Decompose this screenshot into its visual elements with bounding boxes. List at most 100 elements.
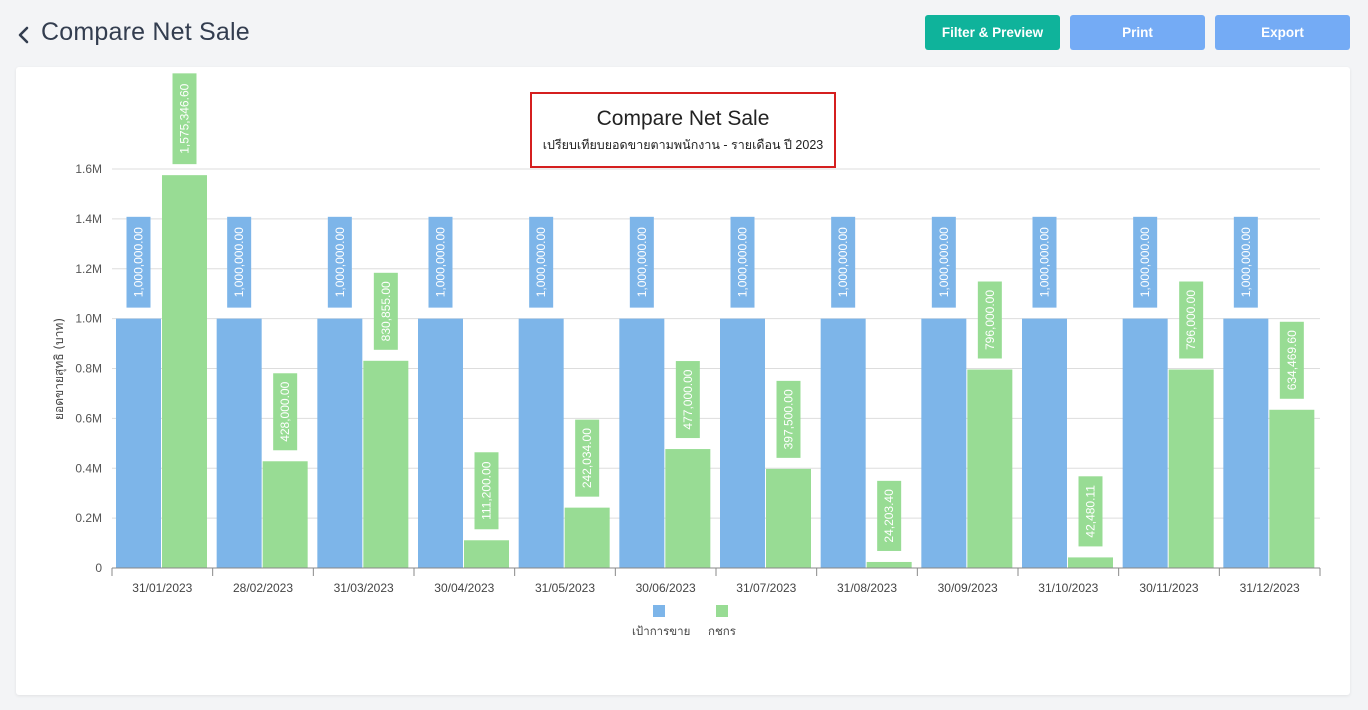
- x-tick-label: 30/09/2023: [938, 581, 998, 595]
- data-label: 1,000,000.00: [1239, 227, 1253, 297]
- x-tick-label: 28/02/2023: [233, 581, 293, 595]
- data-label: 1,000,000.00: [937, 227, 951, 297]
- actual-bar: [464, 540, 509, 568]
- y-tick-label: 0: [95, 561, 102, 575]
- actual-bar: [766, 468, 811, 568]
- x-tick-label: 31/10/2023: [1038, 581, 1098, 595]
- data-label: 1,000,000.00: [434, 227, 448, 297]
- data-label: 1,000,000.00: [1138, 227, 1152, 297]
- export-button[interactable]: Export: [1215, 15, 1350, 50]
- actual-label-box: [977, 281, 1002, 359]
- target-bar: [518, 318, 564, 568]
- target-label-box: [126, 216, 151, 308]
- chart-title: Compare Net Sale: [596, 107, 770, 130]
- actual-bar: [665, 449, 711, 568]
- target-label-box: [831, 216, 856, 308]
- data-label: 796,000.00: [1184, 290, 1198, 350]
- data-label: 1,000,000.00: [232, 227, 246, 297]
- target-bar: [1223, 318, 1269, 568]
- legend-label-target[interactable]: เป้าการขาย: [632, 626, 691, 638]
- actual-bar: [262, 461, 308, 568]
- y-tick-label: 0.8M: [75, 362, 102, 376]
- data-label: 1,000,000.00: [1038, 227, 1052, 297]
- top-bar: Compare Net Sale Filter & Preview Print …: [0, 0, 1368, 66]
- target-bar: [1122, 318, 1168, 568]
- data-label: 1,000,000.00: [333, 227, 347, 297]
- target-label-box: [730, 216, 755, 308]
- data-label: 24,203.40: [882, 489, 896, 543]
- data-label: 111,200.00: [480, 461, 494, 520]
- y-tick-label: 0.6M: [75, 411, 102, 425]
- actual-label-box: [1078, 476, 1103, 547]
- data-label: 830,855.00: [379, 281, 393, 341]
- actual-label-box: [575, 419, 600, 497]
- data-label: 1,000,000.00: [736, 227, 750, 297]
- x-tick-label: 31/05/2023: [535, 581, 595, 595]
- target-bar: [317, 318, 363, 568]
- actual-label-box: [373, 272, 398, 350]
- x-tick-label: 30/06/2023: [636, 581, 696, 595]
- filter-preview-button[interactable]: Filter & Preview: [925, 15, 1060, 50]
- target-label-box: [1032, 216, 1057, 308]
- y-tick-label: 1.6M: [75, 162, 102, 176]
- page-title: Compare Net Sale: [41, 18, 250, 46]
- target-bar: [216, 318, 262, 568]
- target-label-box: [428, 216, 453, 308]
- target-bar: [619, 318, 665, 568]
- x-tick-label: 31/03/2023: [334, 581, 394, 595]
- actual-bar: [1068, 557, 1113, 568]
- target-label-box: [227, 216, 252, 308]
- target-bar: [1022, 318, 1067, 568]
- data-label: 1,000,000.00: [635, 227, 649, 297]
- chevron-left-icon[interactable]: [14, 21, 34, 49]
- print-button[interactable]: Print: [1070, 15, 1205, 50]
- actual-bar: [1168, 369, 1214, 568]
- actual-label-box: [474, 452, 499, 530]
- target-bar: [921, 318, 967, 568]
- data-label: 1,575,346.60: [178, 83, 192, 153]
- data-label: 397,500.00: [782, 389, 796, 449]
- legend-swatch-target[interactable]: [653, 605, 665, 617]
- actual-bar: [564, 507, 610, 568]
- actual-bar: [866, 561, 912, 568]
- y-axis-label: ยอดขายสุทธิ (บาท): [52, 318, 67, 420]
- y-tick-label: 0.4M: [75, 461, 102, 475]
- data-label: 428,000.00: [278, 381, 292, 441]
- actual-label-box: [273, 373, 298, 451]
- target-label-box: [629, 216, 654, 308]
- x-tick-label: 31/12/2023: [1240, 581, 1300, 595]
- y-tick-label: 0.2M: [75, 511, 102, 525]
- actual-bar: [162, 175, 207, 568]
- chart-title-box: Compare Net Sale เปรียบเทียบยอดขายตามพนั…: [530, 92, 836, 168]
- data-label: 1,000,000.00: [132, 227, 146, 297]
- legend-label-actual[interactable]: กชกร: [708, 626, 736, 638]
- data-label: 796,000.00: [983, 290, 997, 350]
- target-bar: [820, 318, 866, 568]
- x-tick-label: 30/11/2023: [1139, 581, 1198, 595]
- actual-label-box: [1279, 321, 1304, 399]
- data-label: 634,469.60: [1285, 330, 1299, 390]
- legend-swatch-actual[interactable]: [716, 605, 728, 617]
- target-label-box: [1233, 216, 1258, 308]
- y-tick-label: 1.4M: [75, 212, 102, 226]
- x-tick-label: 31/07/2023: [736, 581, 796, 595]
- actual-label-box: [877, 480, 902, 551]
- x-tick-label: 31/01/2023: [132, 581, 192, 595]
- actual-label-box: [1179, 281, 1204, 359]
- actual-label-box: [776, 380, 801, 458]
- actual-label-box: [675, 361, 700, 439]
- actual-bar: [1269, 409, 1315, 568]
- target-bar: [116, 318, 161, 568]
- data-label: 42,480.11: [1084, 485, 1098, 538]
- x-tick-label: 31/08/2023: [837, 581, 897, 595]
- data-label: 477,000.00: [681, 369, 695, 429]
- target-label-box: [931, 216, 956, 308]
- target-bar: [720, 318, 765, 568]
- target-label-box: [1133, 216, 1158, 308]
- y-tick-label: 1.2M: [75, 262, 102, 276]
- y-tick-label: 1.0M: [75, 312, 102, 326]
- target-label-box: [327, 216, 352, 308]
- target-label-box: [529, 216, 554, 308]
- data-label: 1,000,000.00: [836, 227, 850, 297]
